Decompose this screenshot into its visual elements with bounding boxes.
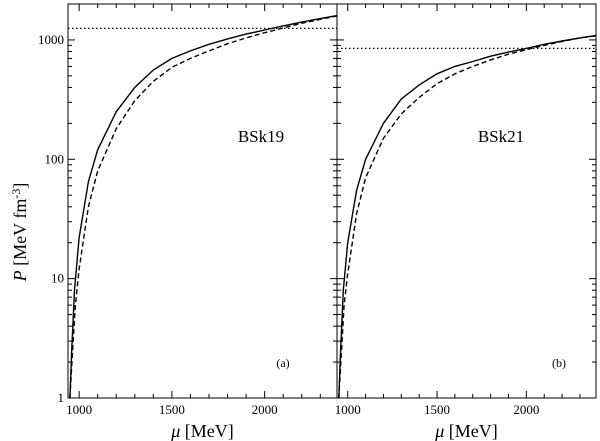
model-label-b: BSk21 — [478, 127, 524, 146]
plot-frame-a — [67, 3, 338, 399]
model-label-a: BSk19 — [238, 127, 284, 146]
panel-tag-a: (a) — [276, 356, 289, 370]
x-tick-label-b-1500: 1500 — [424, 402, 450, 417]
y-axis-label: P [MeV fm-3] — [9, 183, 30, 283]
solid-curve-a — [69, 14, 338, 399]
panel-tag-b: (b) — [552, 356, 566, 370]
dashed-curve-b — [338, 35, 597, 399]
solid-curve-b — [338, 34, 597, 399]
x-tick-label-a-1000: 1000 — [66, 402, 92, 417]
x-tick-label-a-2000: 2000 — [252, 402, 278, 417]
y-tick-label-1: 1 — [58, 390, 65, 405]
dashed-curve-a — [69, 15, 338, 399]
panel-a: 1000 1500 2000 1 10 100 1000 BSk19 (a) μ [MeV] — [38, 3, 338, 441]
panel-b: 1000 1500 2000 BSk21 (b) μ [MeV] — [335, 3, 597, 441]
x-axis-label-a: μ [MeV] — [170, 421, 234, 441]
plot-frame-b — [336, 3, 597, 399]
y-tick-label-1000: 1000 — [38, 32, 64, 47]
x-tick-label-a-1500: 1500 — [159, 402, 185, 417]
y-tick-label-10: 10 — [51, 271, 64, 286]
x-axis-label-b: μ [MeV] — [434, 421, 498, 441]
x-tick-label-b-2000: 2000 — [513, 402, 539, 417]
x-tick-label-b-1000: 1000 — [335, 402, 361, 417]
y-tick-label-100: 100 — [45, 151, 65, 166]
